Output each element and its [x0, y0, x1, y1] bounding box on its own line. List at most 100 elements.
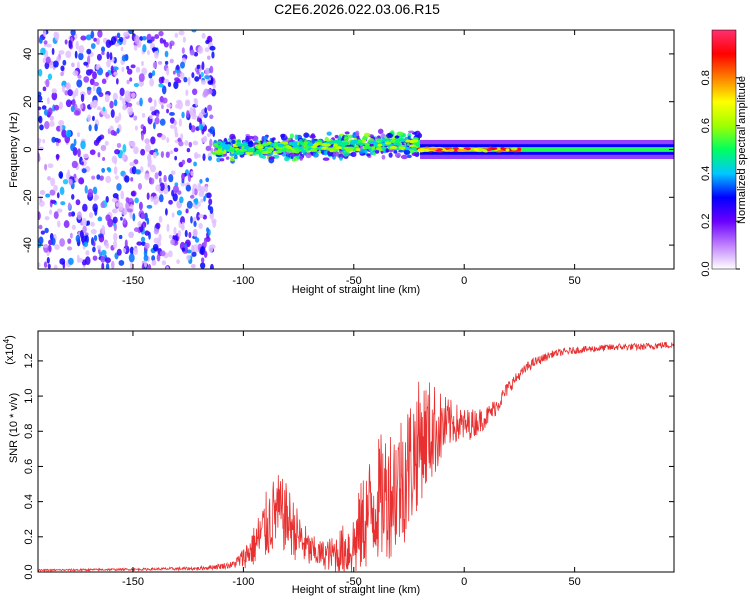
spectrogram-cell — [380, 132, 386, 138]
spectrogram-cell — [231, 139, 236, 144]
spectrogram-cell — [128, 231, 135, 239]
spectrogram-cell — [172, 193, 178, 202]
spectrogram-cell — [147, 49, 150, 56]
spectrogram-cell — [158, 170, 162, 177]
spectrogram-cell — [38, 211, 41, 221]
spectrogram-cell — [345, 148, 354, 152]
spectrogram-cell — [411, 152, 418, 157]
spectrogram-cell — [216, 157, 221, 163]
spectrogram-cell — [291, 158, 296, 162]
spectrogram-cell — [165, 208, 168, 216]
spectrogram-cell — [75, 40, 79, 50]
spectrogram-cell — [104, 140, 109, 146]
spectrogram-cell — [156, 112, 160, 118]
spectrogram-cell — [51, 237, 56, 246]
spectrogram-cell — [171, 212, 175, 218]
spectrogram-cell — [96, 86, 102, 95]
spectrogram-cell — [94, 123, 98, 132]
spectrogram-cell — [183, 76, 188, 83]
spectrogram-cell — [166, 137, 170, 143]
spectrogram-cell — [167, 81, 172, 87]
spectrogram-cell — [190, 216, 193, 224]
spectrogram-cell — [43, 40, 48, 45]
snr-ytick-label: 0.6 — [23, 459, 35, 474]
spectrogram-cell — [159, 182, 165, 192]
spectrogram-cell — [60, 65, 65, 72]
spectrogram-cell — [153, 99, 157, 108]
spectrogram-ytick-label: 20 — [22, 96, 34, 108]
spectrogram-cell — [80, 140, 86, 150]
snr-ytick-label: 0.2 — [23, 529, 35, 544]
spectrogram-cell — [134, 35, 140, 44]
spectrogram-cell — [406, 142, 410, 147]
spectrogram-cell — [157, 60, 163, 65]
spectrogram-cell — [198, 201, 201, 207]
spectrogram-cell — [152, 243, 159, 251]
spectrogram-cell — [127, 106, 134, 116]
spectrogram-cell — [206, 192, 212, 199]
spectrogram-cell — [197, 45, 204, 54]
colorbar-label: Normalized spectral amplitude — [736, 76, 748, 224]
spectrogram-cell — [146, 217, 150, 225]
spectrogram-cell — [121, 66, 125, 72]
spectrogram-cell — [69, 232, 73, 239]
spectrogram-cell — [50, 177, 56, 187]
spectrogram-cell — [333, 143, 338, 147]
spectrogram-cell — [71, 160, 78, 169]
spectrogram-cell — [86, 48, 92, 55]
spectrogram-cell — [201, 32, 206, 39]
spectrogram-cell — [161, 260, 167, 266]
spectrogram-cell — [109, 52, 113, 61]
spectrogram-cell — [134, 197, 139, 204]
spectrogram-cell — [189, 194, 195, 199]
spectrogram-cell — [202, 153, 206, 161]
spectrogram-cell — [158, 194, 164, 203]
spectrogram-cell — [59, 238, 65, 247]
spectrogram-cell — [394, 135, 399, 139]
spectrogram-cell — [309, 148, 318, 152]
spectrogram-cell — [129, 161, 135, 167]
spectrogram-cell — [49, 115, 55, 121]
spectrogram-cell — [204, 107, 208, 114]
spectrogram-cell — [90, 228, 97, 235]
spectrogram-cell — [192, 244, 200, 254]
spectrogram-cell — [194, 76, 200, 82]
spectrogram-cell — [83, 76, 90, 83]
spectrogram-cell — [146, 204, 153, 209]
spectrogram-cell — [93, 81, 100, 87]
spectrogram-cell — [70, 211, 76, 217]
colorbar-tick-label: 0.2 — [700, 214, 712, 229]
spectrogram-cell — [428, 147, 438, 151]
spectrogram-cell — [181, 172, 185, 181]
spectrogram-cell — [158, 177, 162, 184]
spectrogram-cell — [199, 178, 203, 184]
spectrogram-cell — [212, 84, 216, 89]
spectrogram-cell — [206, 88, 213, 95]
spectrogram-cell — [101, 46, 106, 53]
spectrogram-cell — [44, 163, 48, 171]
spectrogram-cell — [158, 233, 162, 242]
spectrogram-cell — [53, 184, 58, 192]
spectrogram-cell — [71, 62, 75, 68]
spectrogram-cell — [116, 248, 122, 256]
spectrogram-cell — [178, 140, 184, 147]
spectrogram-cell — [112, 66, 119, 71]
spectrogram-cell — [101, 167, 106, 173]
spectrogram-cell — [71, 224, 76, 230]
spectrogram-cell — [58, 120, 65, 126]
spectrogram-cell — [159, 37, 164, 44]
spectrogram-cell — [326, 131, 332, 136]
spectrogram-cell — [149, 164, 157, 173]
spectrogram-cell — [126, 102, 133, 107]
spectrogram-cell — [147, 97, 153, 103]
spectrogram-cell — [194, 204, 199, 209]
colorbar-tick-label: 0.6 — [700, 118, 712, 133]
spectrogram-cell — [141, 67, 148, 76]
spectrogram-cell — [334, 140, 342, 144]
spectrogram-cell — [65, 99, 72, 108]
spectrogram-cell — [205, 39, 210, 45]
spectrogram-cell — [312, 152, 319, 158]
snr-ytick-label: 1.2 — [23, 353, 35, 368]
spectrogram-cell — [200, 262, 206, 269]
spectrogram-cell — [47, 163, 54, 169]
